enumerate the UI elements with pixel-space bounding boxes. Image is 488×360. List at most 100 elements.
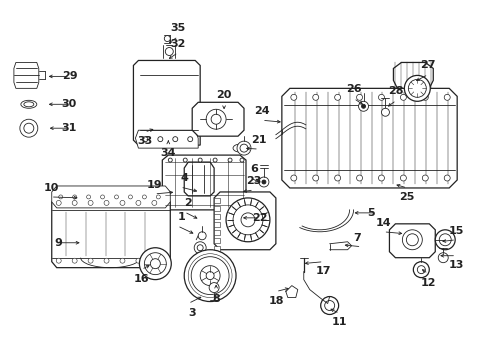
Circle shape [136, 201, 141, 206]
Text: 26: 26 [345, 84, 361, 94]
Text: 8: 8 [212, 293, 220, 303]
Circle shape [356, 94, 362, 100]
Circle shape [72, 201, 77, 206]
Circle shape [407, 80, 426, 97]
Circle shape [381, 108, 388, 116]
Circle shape [120, 201, 125, 206]
Circle shape [172, 137, 178, 141]
Text: 11: 11 [331, 318, 346, 328]
Bar [214, 230, 220, 235]
Text: 3: 3 [188, 307, 196, 318]
Text: 28: 28 [387, 86, 403, 96]
Text: 27: 27 [420, 60, 435, 71]
Circle shape [406, 234, 417, 246]
Circle shape [434, 230, 454, 250]
Circle shape [198, 158, 202, 162]
Text: 19: 19 [146, 180, 162, 190]
Circle shape [156, 195, 160, 199]
Circle shape [240, 144, 247, 152]
Circle shape [312, 175, 318, 181]
Circle shape [197, 245, 203, 251]
Text: 35: 35 [170, 23, 185, 32]
Circle shape [320, 297, 338, 315]
Circle shape [184, 250, 236, 302]
Circle shape [114, 195, 118, 199]
Text: 12: 12 [420, 278, 435, 288]
Circle shape [56, 258, 61, 263]
Circle shape [191, 257, 228, 294]
Polygon shape [192, 102, 244, 136]
Circle shape [142, 195, 146, 199]
Polygon shape [162, 155, 245, 210]
Circle shape [233, 205, 263, 235]
Text: 24: 24 [254, 106, 269, 116]
Polygon shape [133, 60, 200, 145]
Circle shape [165, 48, 173, 55]
Text: 23: 23 [245, 176, 261, 186]
Circle shape [241, 213, 254, 227]
Polygon shape [388, 224, 434, 258]
Text: 9: 9 [55, 238, 62, 248]
Circle shape [438, 234, 450, 246]
Circle shape [259, 177, 268, 187]
Circle shape [73, 195, 77, 199]
Circle shape [206, 272, 214, 280]
Circle shape [290, 94, 296, 100]
Circle shape [437, 253, 447, 263]
Circle shape [358, 101, 368, 111]
Circle shape [104, 258, 109, 263]
Text: 25: 25 [399, 192, 414, 202]
Circle shape [206, 109, 225, 129]
Circle shape [198, 232, 206, 240]
Text: 29: 29 [61, 71, 77, 81]
Circle shape [142, 137, 147, 141]
Bar [214, 206, 220, 211]
Circle shape [225, 198, 269, 242]
Text: 15: 15 [447, 226, 463, 236]
Circle shape [144, 253, 166, 275]
Circle shape [20, 119, 38, 137]
Circle shape [422, 94, 427, 100]
Circle shape [152, 201, 157, 206]
Circle shape [237, 141, 250, 155]
Ellipse shape [24, 102, 34, 107]
Circle shape [104, 201, 109, 206]
Circle shape [324, 301, 334, 310]
Circle shape [290, 175, 296, 181]
Text: 13: 13 [447, 260, 463, 270]
Text: 5: 5 [367, 208, 374, 218]
Circle shape [400, 175, 406, 181]
Circle shape [361, 104, 365, 108]
Circle shape [422, 175, 427, 181]
Text: 20: 20 [216, 90, 231, 100]
Circle shape [88, 258, 93, 263]
Circle shape [334, 175, 340, 181]
Polygon shape [52, 196, 170, 268]
Circle shape [164, 36, 170, 41]
Circle shape [152, 258, 157, 263]
Polygon shape [52, 186, 170, 208]
Circle shape [209, 283, 219, 293]
Circle shape [150, 259, 160, 269]
Circle shape [443, 94, 449, 100]
Circle shape [139, 248, 171, 280]
Text: 33: 33 [137, 136, 152, 146]
Circle shape [443, 175, 449, 181]
Circle shape [404, 75, 429, 101]
Text: 31: 31 [61, 123, 77, 133]
Circle shape [312, 94, 318, 100]
Circle shape [183, 158, 187, 162]
Circle shape [262, 180, 265, 184]
Polygon shape [281, 88, 456, 188]
Circle shape [101, 195, 104, 199]
Text: 30: 30 [61, 99, 77, 109]
Circle shape [128, 195, 132, 199]
Text: 17: 17 [315, 266, 330, 276]
Circle shape [86, 195, 90, 199]
Text: 34: 34 [160, 148, 176, 158]
Circle shape [59, 195, 62, 199]
Text: 7: 7 [353, 233, 361, 243]
Circle shape [56, 201, 61, 206]
Circle shape [412, 262, 428, 278]
Circle shape [378, 175, 384, 181]
